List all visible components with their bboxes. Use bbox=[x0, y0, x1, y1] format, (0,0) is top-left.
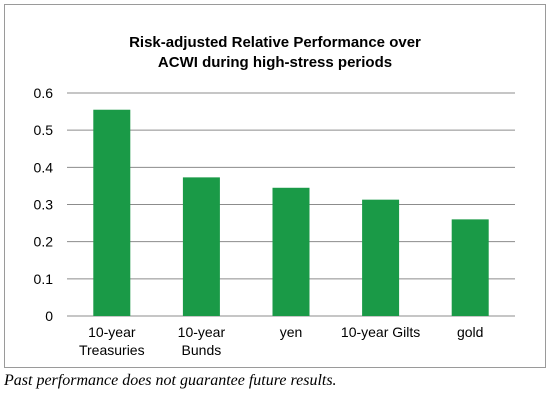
bar-3 bbox=[362, 199, 400, 316]
bar-chart: Risk-adjusted Relative Performance over A… bbox=[34, 34, 515, 358]
chart-frame: Risk-adjusted Relative Performance over A… bbox=[4, 4, 546, 368]
chart-title-line-1: Risk-adjusted Relative Performance over bbox=[129, 34, 421, 51]
x-axis-categories: 10-year Treasuries 10-year Bunds yen 10-year … bbox=[79, 324, 483, 358]
chart-title-line-2: ACWI during high-stress periods bbox=[158, 54, 392, 71]
y-tick-label: 0.1 bbox=[34, 271, 54, 287]
y-tick-label: 0.2 bbox=[34, 234, 54, 250]
bar-1 bbox=[182, 177, 220, 316]
y-tick-label: 0.4 bbox=[34, 159, 54, 175]
bar-4 bbox=[451, 219, 489, 316]
x-category-label: gold bbox=[457, 324, 483, 340]
y-tick-label: 0.3 bbox=[34, 197, 54, 213]
x-category-label: 10-year Gilts bbox=[341, 324, 420, 340]
x-category-label: yen bbox=[280, 324, 303, 340]
y-tick-label: 0.6 bbox=[34, 85, 54, 101]
y-tick-label: 0.5 bbox=[34, 122, 54, 138]
y-tick-label: 0 bbox=[45, 308, 53, 324]
bar-0 bbox=[93, 109, 131, 316]
chart-title: Risk-adjusted Relative Performance over A… bbox=[129, 34, 421, 71]
bar-2 bbox=[272, 187, 310, 316]
bars bbox=[93, 109, 489, 316]
x-category-label: 10-year Treasuries bbox=[79, 324, 145, 358]
disclaimer-text: Past performance does not guarantee futu… bbox=[4, 372, 337, 389]
y-axis-ticks: 0 0.1 0.2 0.3 0.4 0.5 0.6 bbox=[34, 85, 54, 324]
x-category-label: 10-year Bunds bbox=[178, 324, 226, 358]
